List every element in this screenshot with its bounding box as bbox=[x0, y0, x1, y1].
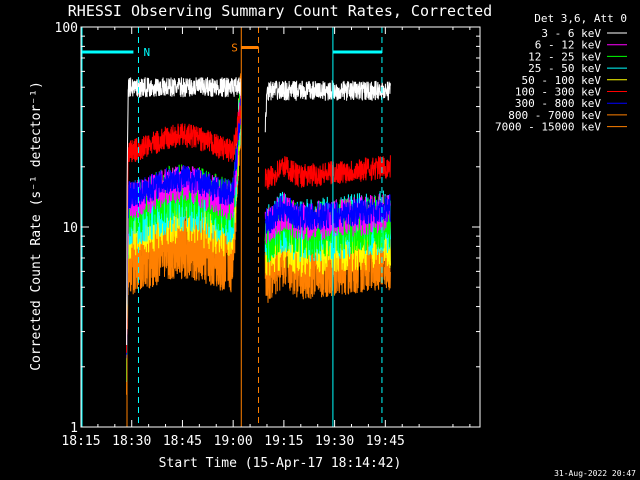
series-layer bbox=[126, 73, 391, 395]
x-axis: 18:15 18:30 18:45 19:00 19:15 19:30 19:45 bbox=[61, 27, 471, 449]
night-marker-label: N bbox=[143, 46, 150, 59]
footer-date: 31-Aug-2022 20:47 bbox=[554, 469, 636, 478]
legend-title: Det 3,6, Att 0 bbox=[534, 12, 627, 25]
y-axis: 1 10 100 bbox=[55, 21, 480, 436]
x-tick-label: 19:15 bbox=[264, 434, 303, 449]
saa-marker-label: S bbox=[231, 41, 238, 54]
legend-label: 800 - 7000 keV bbox=[508, 109, 601, 122]
x-tick-label: 18:30 bbox=[112, 434, 151, 449]
x-tick-label: 18:15 bbox=[61, 434, 100, 449]
series-line bbox=[126, 105, 391, 353]
x-tick-label: 19:30 bbox=[315, 434, 354, 449]
chart-title: RHESSI Observing Summary Count Rates, Co… bbox=[68, 2, 492, 20]
legend-label: 3 - 6 keV bbox=[541, 27, 601, 40]
legend-label: 100 - 300 keV bbox=[515, 86, 601, 99]
y-tick-label: 100 bbox=[55, 21, 78, 36]
legend-label: 7000 - 15000 keV bbox=[495, 121, 601, 134]
y-tick-label: 10 bbox=[62, 221, 78, 236]
x-tick-label: 18:45 bbox=[163, 434, 202, 449]
y-axis-label: Corrected Count Rate (s⁻¹ detector⁻¹) bbox=[29, 81, 44, 371]
legend-label: 50 - 100 keV bbox=[522, 74, 602, 87]
legend-label: 300 - 800 keV bbox=[515, 97, 601, 110]
series-line bbox=[126, 98, 391, 359]
y-tick-label: 1 bbox=[70, 421, 78, 436]
series-line bbox=[126, 77, 391, 346]
x-axis-label: Start Time (15-Apr-17 18:14:42) bbox=[159, 456, 402, 471]
x-tick-label: 19:45 bbox=[366, 434, 405, 449]
legend-label: 6 - 12 keV bbox=[535, 39, 602, 52]
legend-label: 12 - 25 keV bbox=[528, 50, 601, 63]
legend-label: 25 - 50 keV bbox=[528, 62, 601, 75]
x-tick-label: 19:00 bbox=[214, 434, 253, 449]
